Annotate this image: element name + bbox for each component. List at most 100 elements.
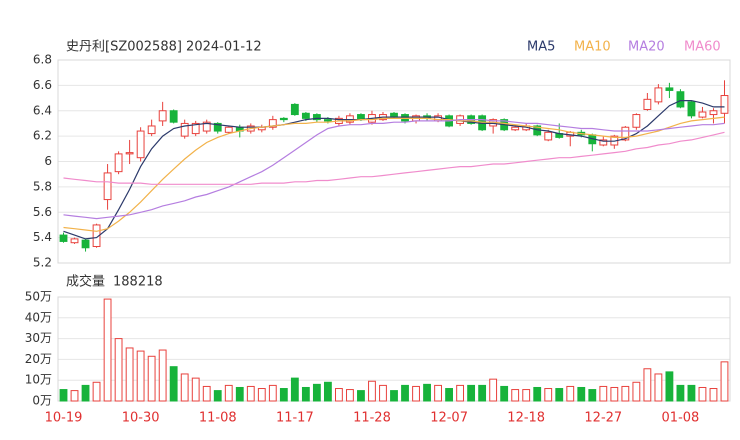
y-tick-label: 6.2 <box>33 129 52 143</box>
volume-bar <box>81 384 90 402</box>
volume-bar <box>235 386 244 402</box>
x-tick-label: 10-19 <box>45 411 83 426</box>
volume-bar <box>676 384 685 402</box>
volume-bar <box>103 298 112 402</box>
volume-bar <box>202 385 211 402</box>
candle-body <box>70 238 79 244</box>
volume-bar <box>698 386 707 402</box>
x-tick-label: 10-30 <box>122 411 160 426</box>
candle-body <box>136 130 145 159</box>
volume-tick-label: 10万 <box>25 373 52 387</box>
volume-bar <box>213 390 222 402</box>
volume-bar <box>445 388 453 402</box>
candle-body <box>312 114 321 121</box>
volume-tick-label: 50万 <box>25 290 52 304</box>
volume-bar <box>246 385 255 402</box>
candle-body <box>202 121 211 132</box>
volume-bar <box>180 373 189 402</box>
candle-body <box>632 114 641 128</box>
volume-bar <box>357 390 365 402</box>
ma-line <box>63 119 725 220</box>
y-tick-label: 5.6 <box>33 205 52 219</box>
volume-bar <box>500 385 509 402</box>
volume-bar <box>290 377 299 402</box>
volume-bar <box>125 347 134 402</box>
x-tick-label: 01-08 <box>662 411 700 426</box>
volume-bar <box>301 386 310 402</box>
volume-bar <box>323 381 332 402</box>
x-tick-label: 11-28 <box>353 411 391 426</box>
volume-bar <box>555 388 564 402</box>
x-tick-label: 11-08 <box>199 411 237 426</box>
volume-bar <box>533 386 542 402</box>
plot-frame <box>57 59 731 264</box>
volume-bar <box>147 355 156 402</box>
volume-bar <box>665 371 674 402</box>
volume-bar <box>599 385 608 402</box>
volume-bar <box>169 366 178 402</box>
volume-bar <box>70 390 79 402</box>
volume-bar <box>720 361 729 402</box>
candle-body <box>191 122 200 135</box>
volume-bar <box>312 383 321 402</box>
volume-bar <box>114 338 123 402</box>
volume-bar <box>467 384 476 402</box>
volume-tick-label: 40万 <box>25 310 52 324</box>
volume-bar <box>335 388 343 402</box>
candle-body <box>213 122 222 132</box>
candle-body <box>224 126 233 133</box>
volume-bar <box>279 388 288 402</box>
volume-bar <box>456 384 465 402</box>
volume-bar <box>136 350 145 402</box>
volume-bar <box>401 384 409 402</box>
candle-body <box>643 98 652 110</box>
volume-bar <box>390 390 398 402</box>
ma-line <box>63 131 725 185</box>
candle-body <box>698 111 707 118</box>
y-tick-label: 5.2 <box>33 256 52 270</box>
candle-body <box>544 131 553 141</box>
volume-bar <box>224 384 233 402</box>
volume-bar <box>268 384 277 402</box>
candle-body <box>687 101 696 117</box>
volume-bar <box>379 384 387 402</box>
x-tick-label: 12-27 <box>584 411 622 426</box>
legend-entry: MA5 <box>527 40 555 55</box>
candle-body <box>92 224 101 248</box>
candle-body <box>346 115 354 123</box>
volume-bar <box>577 386 586 402</box>
candle-body <box>621 126 630 141</box>
candle-body <box>279 117 288 121</box>
candle-body <box>301 112 310 119</box>
volume-bar <box>489 378 498 402</box>
volume-bar <box>621 385 630 402</box>
volume-bar <box>346 389 354 402</box>
candle-body <box>59 234 68 242</box>
volume-bar <box>709 388 718 402</box>
candle-body <box>290 103 299 116</box>
candle-body <box>158 110 167 122</box>
y-tick-label: 6.4 <box>33 103 52 117</box>
volume-tick-label: 30万 <box>25 331 52 345</box>
ma-line <box>63 116 725 232</box>
legend-entry: MA20 <box>628 40 665 55</box>
volume-tick-label: 0万 <box>32 394 52 408</box>
x-tick-label: 12-18 <box>507 411 545 426</box>
volume-value: 188218 <box>113 275 163 290</box>
candle-body <box>401 114 409 122</box>
volume-bar <box>257 388 266 402</box>
volume-bar <box>412 385 420 402</box>
candle-body <box>323 119 332 122</box>
volume-bar <box>92 381 101 402</box>
volume-bar <box>434 384 442 402</box>
volume-bar <box>610 386 619 402</box>
candle-body <box>676 91 685 108</box>
volume-bar <box>643 368 652 402</box>
volume-bar <box>59 389 68 402</box>
ma-line <box>63 100 725 240</box>
volume-bar <box>687 384 696 402</box>
y-tick-label: 6 <box>44 154 52 168</box>
candle-body <box>599 139 608 146</box>
x-tick-label: 11-17 <box>276 411 314 426</box>
candle-body <box>103 172 112 201</box>
